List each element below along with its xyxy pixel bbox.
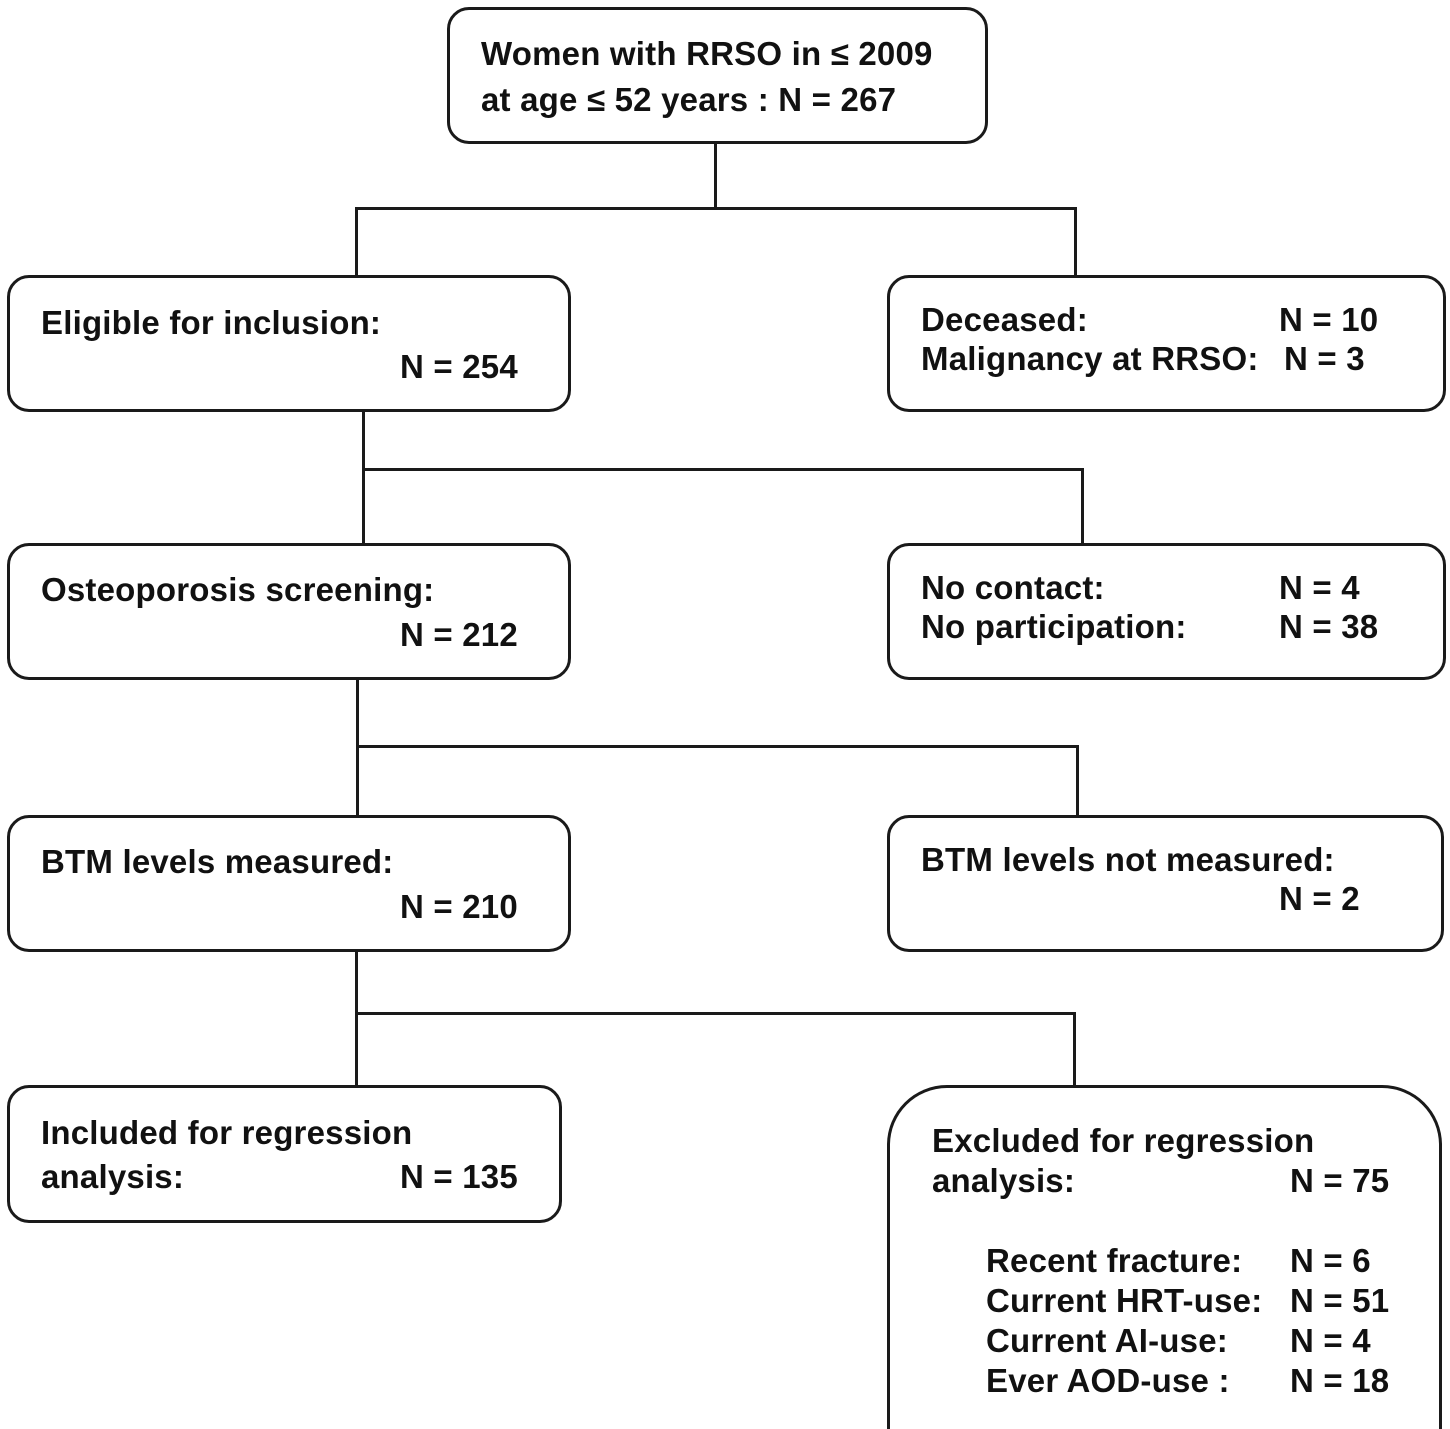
btm-not-measured-count: N = 2 [1279, 880, 1360, 917]
excluded-box: Excluded for regression analysis: N = 75… [887, 1085, 1442, 1429]
included-line1: Included for regression [41, 1114, 413, 1151]
connector [362, 468, 1084, 471]
aod-use-count: N = 18 [1290, 1362, 1390, 1399]
connector [355, 950, 358, 1085]
connector [356, 207, 1077, 210]
total-women-line2: at age ≤ 52 years : N = 267 [481, 81, 897, 118]
connector [1081, 468, 1084, 544]
malignancy-label: Malignancy at RRSO: [921, 340, 1259, 377]
btm-not-measured-label: BTM levels not measured: [921, 841, 1335, 878]
no-participation-label: No participation: [921, 608, 1187, 645]
eligible-label: Eligible for inclusion: [41, 304, 382, 341]
eligible-box: Eligible for inclusion: N = 254 [7, 275, 571, 412]
ai-use-label: Current AI-use: [986, 1322, 1228, 1359]
connector [356, 679, 359, 817]
included-count: N = 135 [400, 1158, 518, 1195]
deceased-count: N = 10 [1279, 301, 1379, 338]
included-box: Included for regression analysis: N = 13… [7, 1085, 562, 1223]
connector [1073, 1012, 1076, 1085]
connector [362, 410, 365, 543]
eligible-count: N = 254 [400, 348, 518, 385]
connector [1076, 745, 1079, 817]
no-contact-count: N = 4 [1279, 569, 1360, 606]
screening-count: N = 212 [400, 616, 518, 653]
no-contact-label: No contact: [921, 569, 1105, 606]
excluded-line1: Excluded for regression [932, 1122, 1315, 1159]
hrt-use-label: Current HRT-use: [986, 1282, 1263, 1319]
connector [356, 745, 1079, 748]
btm-measured-count: N = 210 [400, 888, 518, 925]
included-line2: analysis: [41, 1158, 185, 1195]
connector [355, 207, 358, 277]
recent-fracture-count: N = 6 [1290, 1242, 1371, 1279]
recent-fracture-label: Recent fracture: [986, 1242, 1243, 1279]
connector [714, 142, 717, 208]
connector [1074, 207, 1077, 277]
btm-measured-label: BTM levels measured: [41, 843, 394, 880]
screening-box: Osteoporosis screening: N = 212 [7, 543, 571, 680]
connector [355, 1012, 1076, 1015]
no-contact-box: No contact: N = 4 No participation: N = … [887, 543, 1446, 680]
aod-use-label: Ever AOD-use : [986, 1362, 1230, 1399]
total-women-line1: Women with RRSO in ≤ 2009 [481, 35, 933, 72]
btm-not-measured-box: BTM levels not measured: N = 2 [887, 815, 1444, 952]
excluded-line2: analysis: [932, 1162, 1076, 1199]
deceased-label: Deceased: [921, 301, 1088, 338]
no-participation-count: N = 38 [1279, 608, 1379, 645]
screening-label: Osteoporosis screening: [41, 571, 435, 608]
deceased-box: Deceased: N = 10 Malignancy at RRSO: N =… [887, 275, 1446, 412]
ai-use-count: N = 4 [1290, 1322, 1371, 1359]
btm-measured-box: BTM levels measured: N = 210 [7, 815, 571, 952]
hrt-use-count: N = 51 [1290, 1282, 1390, 1319]
malignancy-count: N = 3 [1284, 340, 1365, 377]
total-women-box: Women with RRSO in ≤ 2009 at age ≤ 52 ye… [447, 7, 988, 144]
excluded-count: N = 75 [1290, 1162, 1390, 1199]
